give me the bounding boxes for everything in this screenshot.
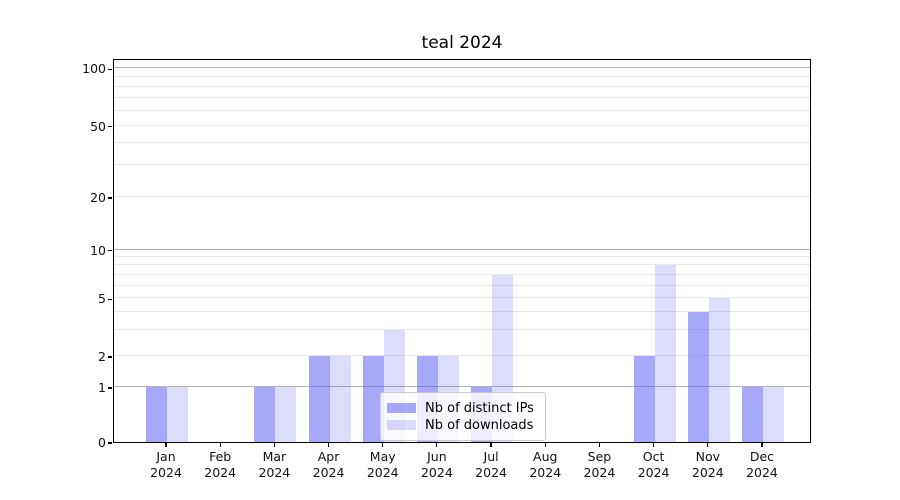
x-tick-label-may: May 2024 <box>366 449 399 480</box>
legend-swatch-distinct-ips <box>387 403 416 413</box>
y-tick-label-10: 10 <box>90 242 106 258</box>
x-tick-label-jun: Jun 2024 <box>420 449 453 480</box>
legend-label-distinct-ips: Nb of distinct IPs <box>425 400 534 416</box>
x-tick-apr <box>327 443 330 447</box>
y-tick-5 <box>108 298 112 300</box>
chart-title: teal 2024 <box>421 33 503 53</box>
gridline-y-7 <box>114 273 810 275</box>
x-tick-label-sep: Sep 2024 <box>583 449 616 480</box>
bar-downloads-apr <box>329 355 351 442</box>
gridline-y-100 <box>114 67 810 69</box>
gridline-y-2 <box>114 354 810 356</box>
legend-item-downloads: Nb of downloads <box>387 417 537 433</box>
plot-area <box>113 59 811 443</box>
x-tick-oct <box>653 443 655 447</box>
x-tick-label-nov: Nov 2024 <box>691 449 724 480</box>
gridline-y-30 <box>114 164 810 166</box>
gridline-y-5 <box>114 297 810 299</box>
gridline-y-9 <box>114 256 810 258</box>
bar-downloads-mar <box>275 387 297 442</box>
bar-downloads-dec <box>762 387 784 442</box>
x-tick-nov <box>707 443 709 447</box>
x-tick-jan <box>165 443 167 447</box>
x-tick-label-aug: Aug 2024 <box>529 449 562 480</box>
gridline-y-1 <box>114 386 810 388</box>
gridline-y-10 <box>114 248 810 250</box>
gridline-y-70 <box>114 96 810 98</box>
y-tick-label-0: 0 <box>98 435 106 450</box>
x-tick-dec <box>761 443 763 447</box>
x-tick-label-jan: Jan 2024 <box>150 449 182 480</box>
x-tick-mar <box>273 443 275 447</box>
y-tick-100 <box>108 68 112 71</box>
x-tick-label-jul: Jul 2024 <box>475 449 507 480</box>
x-tick-jul <box>490 443 492 447</box>
y-tick-label-50: 50 <box>90 118 106 134</box>
y-tick-0 <box>108 442 112 444</box>
bar-ips-jan <box>146 387 167 442</box>
x-tick-label-apr: Apr 2024 <box>312 449 345 480</box>
legend-label-downloads: Nb of downloads <box>425 417 534 433</box>
x-tick-label-feb: Feb 2024 <box>204 449 237 480</box>
bar-downloads-jan <box>167 387 188 442</box>
gridline-y-60 <box>114 109 810 111</box>
bar-downloads-nov <box>708 298 730 442</box>
y-tick-20 <box>108 197 112 199</box>
y-tick-label-100: 100 <box>82 61 106 77</box>
x-tick-label-dec: Dec 2024 <box>746 449 778 480</box>
y-tick-label-1: 1 <box>98 380 106 395</box>
bar-ips-dec <box>741 387 763 442</box>
gridline-y-40 <box>114 141 810 143</box>
gridline-y-90 <box>114 76 810 78</box>
bar-downloads-oct <box>654 265 676 442</box>
gridline-y-4 <box>114 311 810 313</box>
bar-ips-may <box>362 355 384 442</box>
x-tick-label-mar: Mar 2024 <box>258 449 291 480</box>
gridline-y-50 <box>114 124 810 126</box>
y-tick-label-20: 20 <box>90 190 106 205</box>
x-tick-label-oct: Oct 2024 <box>637 449 670 480</box>
bar-ips-apr <box>308 355 330 442</box>
y-tick-label-2: 2 <box>98 348 106 364</box>
gridline-y-8 <box>114 264 810 266</box>
gridline-y-20 <box>114 196 810 198</box>
bar-ips-nov <box>687 312 709 442</box>
x-tick-jun <box>436 443 438 447</box>
y-tick-10 <box>108 250 112 252</box>
x-tick-sep <box>598 443 601 447</box>
x-tick-feb <box>219 443 221 447</box>
y-tick-50 <box>108 125 112 128</box>
x-tick-aug <box>544 443 546 447</box>
gridline-y-6 <box>114 284 810 286</box>
x-tick-may <box>382 443 384 447</box>
legend-swatch-downloads <box>387 420 416 430</box>
y-tick-label-5: 5 <box>98 291 106 307</box>
y-tick-1 <box>108 387 112 389</box>
bar-ips-mar <box>254 387 276 442</box>
legend-item-distinct-ips: Nb of distinct IPs <box>387 400 537 416</box>
y-tick-2 <box>108 356 112 358</box>
gridline-y-80 <box>114 85 810 87</box>
bar-ips-oct <box>633 355 655 442</box>
gridline-y-3 <box>114 329 810 331</box>
legend: Nb of distinct IPs Nb of downloads <box>380 392 546 441</box>
